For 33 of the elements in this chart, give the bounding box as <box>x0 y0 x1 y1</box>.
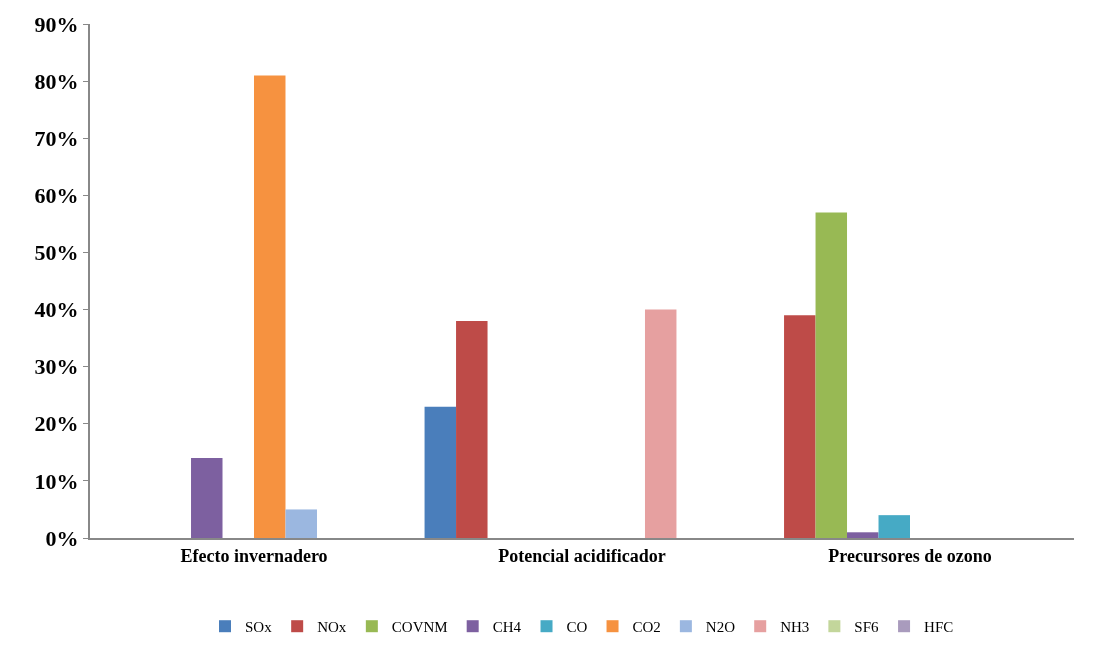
y-tick-label: 90% <box>34 11 79 37</box>
bar <box>285 509 317 538</box>
bar <box>815 212 848 538</box>
x-tick-label: Precursores de ozono <box>828 545 992 566</box>
legend-label: CH4 <box>492 619 522 636</box>
bar <box>784 315 816 538</box>
y-tick-label: 70% <box>34 125 79 151</box>
bar <box>878 515 910 538</box>
y-tick-label: 10% <box>34 468 79 494</box>
legend-label: COVNM <box>391 619 448 636</box>
y-tick-label: 50% <box>34 240 79 266</box>
bar <box>191 458 223 538</box>
bar <box>847 532 879 538</box>
y-tick-label: 30% <box>34 354 79 380</box>
legend-label: SF6 <box>854 619 880 636</box>
bar <box>424 406 457 538</box>
bar <box>644 309 677 538</box>
x-tick-label: Potencial acidificador <box>498 545 666 566</box>
legend-label: CO2 <box>632 619 661 636</box>
bar <box>254 75 286 538</box>
legend-label: NH3 <box>780 619 810 636</box>
x-tick-label: Efecto invernadero <box>180 545 328 566</box>
legend-label: NOx <box>317 619 347 636</box>
legend-label: CO <box>566 619 588 636</box>
bar <box>456 320 488 538</box>
legend-label: HFC <box>924 619 954 636</box>
y-tick-label: 0% <box>45 525 79 551</box>
y-tick-label: 40% <box>34 297 79 323</box>
y-tick-label: 20% <box>34 411 79 437</box>
y-tick-label: 60% <box>34 183 79 209</box>
y-tick-label: 80% <box>34 68 79 94</box>
legend-label: SOx <box>245 619 273 636</box>
legend-label: N2O <box>705 619 736 636</box>
